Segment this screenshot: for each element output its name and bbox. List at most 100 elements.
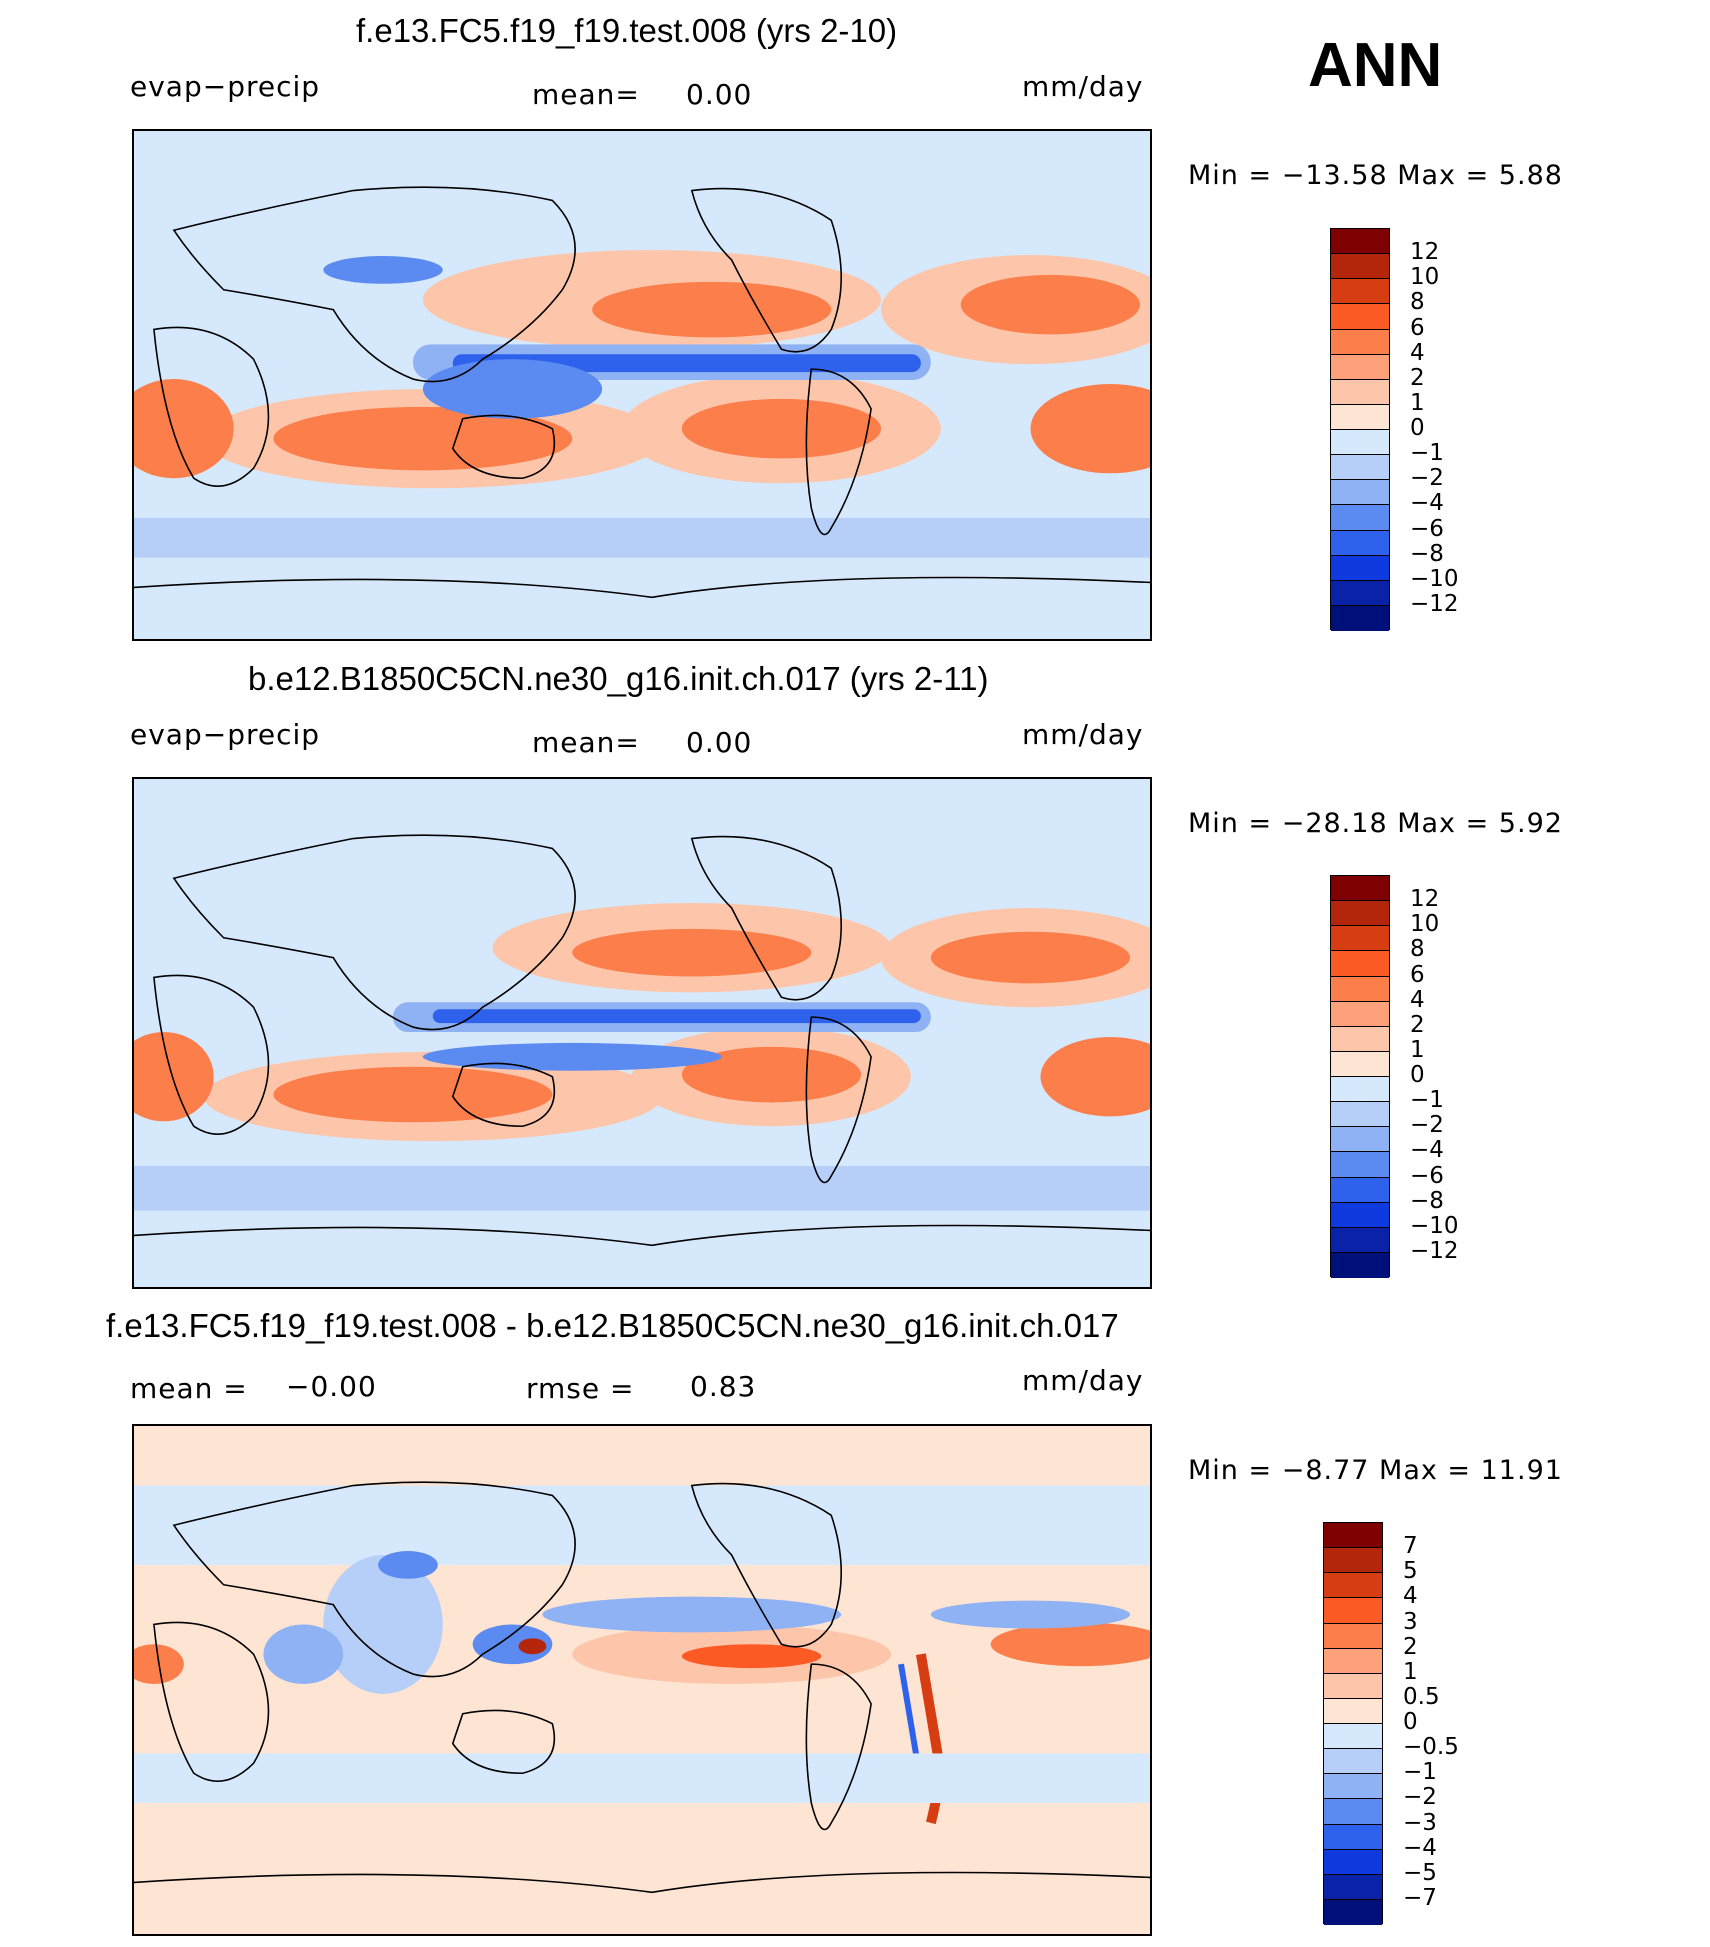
colorbar-tick-label: 5 [1403, 1558, 1418, 1585]
colorbar-tick-label: 2 [1410, 364, 1425, 391]
colorbar-swatch [1324, 1774, 1382, 1800]
colorbar-swatch [1331, 480, 1389, 506]
panel-3-mean-label: mean = [130, 1372, 248, 1405]
panel-1-mean-label: mean= [532, 78, 640, 111]
colorbar-swatch [1324, 1899, 1382, 1925]
colorbar-tick-label: 4 [1410, 339, 1425, 366]
colorbar-tick-label: −1 [1403, 1759, 1437, 1786]
colorbar-tick-label: 1 [1410, 1036, 1425, 1063]
panel-2-map [132, 777, 1152, 1289]
colorbar-swatch [1324, 1623, 1382, 1649]
colorbar-swatch [1331, 1051, 1389, 1077]
colorbar-swatch [1331, 1202, 1389, 1228]
colorbar-swatch [1331, 430, 1389, 456]
colorbar-tick-label: −12 [1410, 1237, 1459, 1264]
colorbar-swatch [1331, 1227, 1389, 1253]
colorbar-tick-label: −8 [1410, 540, 1444, 567]
colorbar-tick-label: 2 [1403, 1633, 1418, 1660]
panel-2-map-field [134, 779, 1150, 1287]
colorbar-swatch [1331, 329, 1389, 355]
colorbar-swatch [1331, 1127, 1389, 1153]
colorbar-swatch [1331, 1026, 1389, 1052]
panel-2-minmax: Min = −28.18 Max = 5.92 [1188, 808, 1563, 839]
panel-2-variable-label: evap−precip [130, 718, 321, 751]
panel-2-units: mm/day [1022, 718, 1144, 751]
colorbar-swatch [1324, 1874, 1382, 1900]
colorbar-swatch [1324, 1673, 1382, 1699]
panel-1-map [132, 129, 1152, 641]
colorbar-swatch [1331, 1252, 1389, 1278]
colorbar-swatch [1331, 354, 1389, 380]
colorbar-swatch [1331, 279, 1389, 305]
colorbar-tick-label: −2 [1403, 1784, 1437, 1811]
colorbar-swatch [1324, 1573, 1382, 1599]
panel-2-mean-label: mean= [532, 726, 640, 759]
panel-2-mean-value: 0.00 [686, 726, 753, 759]
colorbar-swatch [1331, 1152, 1389, 1178]
colorbar-tick-label: −10 [1410, 1212, 1459, 1239]
colorbar-swatch [1331, 876, 1389, 902]
colorbar-tick-label: −3 [1403, 1809, 1437, 1836]
colorbar-swatch [1324, 1824, 1382, 1850]
colorbar-swatch [1331, 926, 1389, 952]
panel-3-rmse-value: 0.83 [690, 1370, 757, 1403]
colorbar-tick-label: −4 [1403, 1834, 1437, 1861]
colorbar-swatch [1331, 901, 1389, 927]
colorbar-tick-label: −7 [1403, 1884, 1437, 1911]
colorbar-swatch [1331, 404, 1389, 430]
colorbar-swatch [1324, 1523, 1382, 1549]
colorbar-tick-label: 6 [1410, 314, 1425, 341]
panel-1-variable-label: evap−precip [130, 70, 321, 103]
colorbar-swatch [1324, 1598, 1382, 1624]
colorbar-tick-label: −4 [1410, 490, 1444, 517]
colorbar-tick-label: 10 [1410, 911, 1440, 938]
colorbar-tick-label: 0 [1410, 415, 1425, 441]
season-label: ANN [1308, 31, 1443, 100]
colorbar-swatch [1324, 1799, 1382, 1825]
colorbar-tick-label: 10 [1410, 264, 1440, 291]
colorbar-swatch [1324, 1548, 1382, 1574]
panel-3-map-field [134, 1426, 1150, 1934]
colorbar-tick-label: 12 [1410, 239, 1440, 266]
panel-1-mean-value: 0.00 [686, 78, 753, 111]
panel-1-minmax: Min = −13.58 Max = 5.88 [1188, 160, 1563, 191]
panel-3-minmax: Min = −8.77 Max = 11.91 [1188, 1455, 1563, 1486]
colorbar-tick-label: 0 [1410, 1062, 1425, 1088]
colorbar-tick-label: 0.5 [1403, 1683, 1440, 1710]
colorbar-tick-label: 8 [1410, 936, 1425, 963]
panel-2-colorbar [1330, 875, 1390, 1278]
colorbar-swatch [1331, 976, 1389, 1002]
colorbar-swatch [1324, 1849, 1382, 1875]
colorbar-swatch [1331, 304, 1389, 330]
colorbar-swatch [1331, 505, 1389, 531]
colorbar-swatch [1331, 1102, 1389, 1128]
colorbar-tick-label: 3 [1403, 1608, 1418, 1635]
colorbar-tick-label: 2 [1410, 1011, 1425, 1038]
colorbar-tick-label: 7 [1403, 1533, 1418, 1560]
colorbar-swatch [1331, 580, 1389, 606]
colorbar-swatch [1331, 1077, 1389, 1103]
colorbar-tick-label: −1 [1410, 1087, 1444, 1114]
colorbar-tick-label: 6 [1410, 961, 1425, 988]
colorbar-tick-label: −6 [1410, 1162, 1444, 1189]
panel-3-map [132, 1424, 1152, 1936]
colorbar-swatch [1331, 555, 1389, 581]
colorbar-tick-label: 8 [1410, 289, 1425, 316]
panel-1-map-field [134, 131, 1150, 639]
panel-1-units: mm/day [1022, 70, 1144, 103]
colorbar-swatch [1331, 951, 1389, 977]
colorbar-tick-label: −6 [1410, 515, 1444, 542]
colorbar-swatch [1331, 229, 1389, 255]
panel-2-title: b.e12.B1850C5CN.ne30_g16.init.ch.017 (yr… [248, 660, 989, 697]
colorbar-tick-label: 4 [1410, 986, 1425, 1013]
colorbar-tick-label: −10 [1410, 565, 1459, 592]
panel-3-title: f.e13.FC5.f19_f19.test.008 - b.e12.B1850… [106, 1307, 1119, 1344]
colorbar-tick-label: 0 [1403, 1709, 1418, 1735]
colorbar-swatch [1324, 1648, 1382, 1674]
colorbar-swatch [1331, 1001, 1389, 1027]
colorbar-swatch [1331, 605, 1389, 631]
colorbar-tick-label: −0.5 [1403, 1734, 1459, 1761]
panel-3-mean-value: −0.00 [286, 1370, 377, 1403]
colorbar-tick-label: −1 [1410, 440, 1444, 467]
panel-1-title: f.e13.FC5.f19_f19.test.008 (yrs 2-10) [356, 12, 898, 49]
